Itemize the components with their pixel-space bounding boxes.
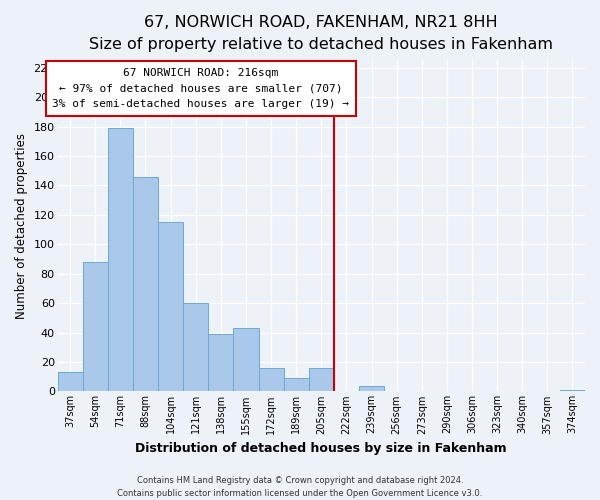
Bar [183, 303, 208, 392]
Bar [83, 262, 108, 392]
Bar [359, 386, 384, 392]
Y-axis label: Number of detached properties: Number of detached properties [15, 133, 28, 319]
Bar [108, 128, 133, 392]
X-axis label: Distribution of detached houses by size in Fakenham: Distribution of detached houses by size … [136, 442, 507, 455]
Bar [133, 176, 158, 392]
Bar [259, 368, 284, 392]
Text: Contains HM Land Registry data © Crown copyright and database right 2024.
Contai: Contains HM Land Registry data © Crown c… [118, 476, 482, 498]
Bar [158, 222, 183, 392]
Bar [58, 372, 83, 392]
Title: 67, NORWICH ROAD, FAKENHAM, NR21 8HH
Size of property relative to detached house: 67, NORWICH ROAD, FAKENHAM, NR21 8HH Siz… [89, 15, 553, 52]
Bar [309, 368, 334, 392]
Bar [208, 334, 233, 392]
Bar [284, 378, 309, 392]
Bar [560, 390, 585, 392]
Text: 67 NORWICH ROAD: 216sqm
← 97% of detached houses are smaller (707)
3% of semi-de: 67 NORWICH ROAD: 216sqm ← 97% of detache… [52, 68, 349, 109]
Bar [233, 328, 259, 392]
